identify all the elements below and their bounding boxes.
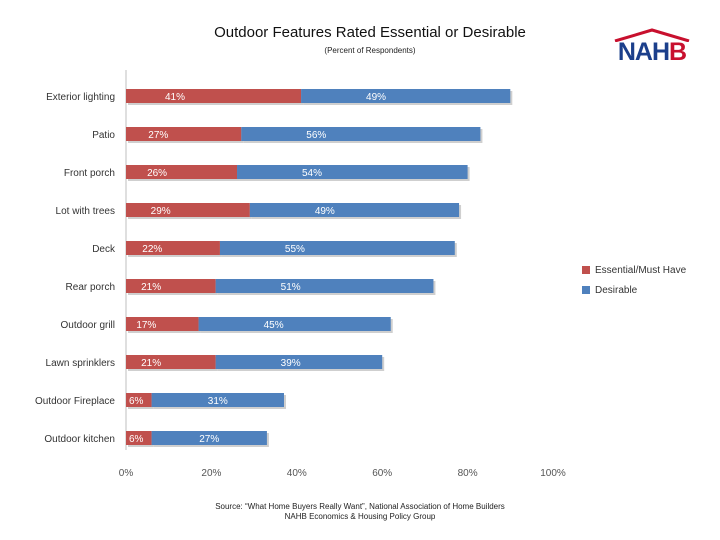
data-label-desirable: 55% [285,244,305,255]
legend-label-desirable: Desirable [595,284,638,296]
category-label: Lot with trees [56,206,115,217]
bar-desirable [301,89,511,103]
category-label: Outdoor kitchen [44,434,115,445]
chart-legend: Essential/Must Have Desirable [582,260,686,300]
legend-swatch-desirable [582,286,590,294]
category-label: Front porch [64,168,115,179]
data-label-essential: 41% [165,92,185,103]
legend-item-desirable: Desirable [582,280,686,300]
category-label: Patio [92,130,115,141]
data-label-essential: 17% [136,320,156,331]
data-label-desirable: 39% [281,358,301,369]
source-line-1: Source: “What Home Buyers Really Want”, … [215,502,505,511]
data-label-desirable: 45% [264,320,284,331]
bar-essential [126,431,152,445]
logo-text: NAHB [607,38,697,67]
legend-item-essential: Essential/Must Have [582,260,686,280]
data-label-essential: 27% [148,130,168,141]
category-label: Exterior lighting [46,92,115,103]
bar-essential [126,203,250,217]
category-label: Outdoor Fireplace [35,396,115,407]
nahb-logo: NAHB [607,28,697,68]
bar-essential [126,127,242,141]
bar-desirable [151,393,284,407]
chart-subtitle: (Percent of Respondents) [324,46,416,55]
x-tick-label: 100% [540,468,566,479]
data-label-essential: 21% [141,358,161,369]
legend-label-essential: Essential/Must Have [595,264,687,276]
bar-desirable [215,279,434,293]
roof-icon [614,28,690,42]
legend-swatch-essential [582,266,590,274]
bar-desirable [151,431,267,445]
bar-desirable [241,127,481,141]
logo-text-main: NAH [617,38,670,66]
bar-essential [126,241,220,255]
bar-desirable [249,203,460,217]
bar-essential [126,89,302,103]
x-tick-label: 20% [201,468,221,479]
bar-desirable [219,241,455,255]
bar-desirable [198,317,391,331]
data-label-desirable: 27% [199,434,219,445]
x-tick-label: 80% [458,468,478,479]
bar-essential [126,279,216,293]
data-label-desirable: 31% [208,396,228,407]
data-label-desirable: 54% [302,168,322,179]
bar-desirable [237,165,468,179]
x-tick-label: 0% [119,468,134,479]
bar-essential [126,355,216,369]
data-label-essential: 26% [147,168,167,179]
logo-text-accent: B [669,38,687,66]
data-label-essential: 6% [129,396,144,407]
data-label-desirable: 49% [366,92,386,103]
data-label-essential: 21% [141,282,161,293]
data-label-desirable: 49% [315,206,335,217]
bar-desirable [215,355,383,369]
x-tick-label: 40% [287,468,307,479]
data-label-essential: 29% [151,206,171,217]
category-label: Rear porch [66,282,115,293]
category-label: Deck [92,244,116,255]
source-line-2: NAHB Economics & Housing Policy Group [284,512,436,521]
category-label: Outdoor grill [61,320,115,331]
source-note: Source: “What Home Buyers Really Want”, … [180,502,540,522]
data-label-desirable: 51% [281,282,301,293]
data-label-essential: 6% [129,434,144,445]
bar-essential [126,165,238,179]
x-tick-label: 60% [372,468,392,479]
bar-essential [126,317,199,331]
chart-title: Outdoor Features Rated Essential or Desi… [214,24,526,41]
data-label-essential: 22% [142,244,162,255]
data-label-desirable: 56% [306,130,326,141]
category-label: Lawn sprinklers [46,358,115,369]
bar-essential [126,393,152,407]
